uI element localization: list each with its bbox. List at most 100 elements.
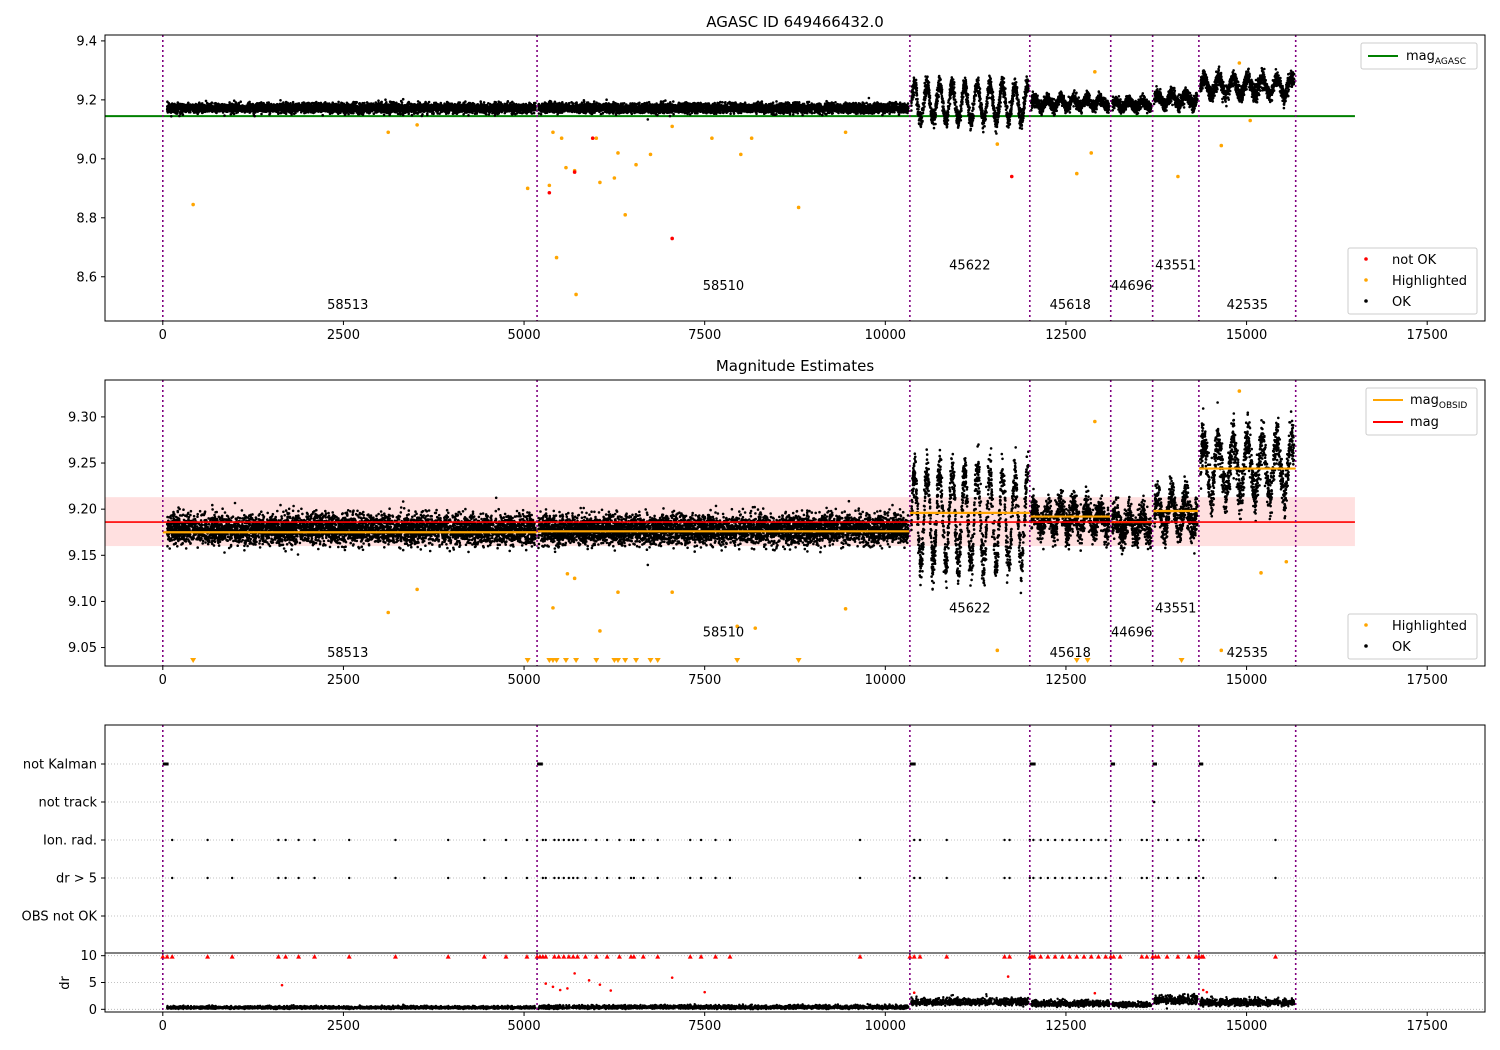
top-legend-lower: not OK Highlighted OK bbox=[1347, 247, 1478, 315]
top-highlighted-point bbox=[386, 130, 391, 135]
dr-clipped-marker bbox=[481, 954, 487, 959]
flag-dr5-mark bbox=[277, 876, 280, 880]
flag-dr5-mark bbox=[595, 876, 598, 880]
top-highlighted-point bbox=[551, 130, 555, 135]
legend-highlighted-label: Highlighted bbox=[1392, 619, 1467, 634]
dr-clipped-marker bbox=[1002, 954, 1008, 959]
legend-not-ok-marker bbox=[1364, 257, 1368, 261]
flag-ion-rad-mark bbox=[632, 838, 636, 842]
flags-category-label: Ion. rad. bbox=[43, 834, 97, 849]
top-obsid-label: 58510 bbox=[703, 279, 744, 294]
flag-dr5-mark bbox=[544, 876, 547, 880]
flag-dr5-mark bbox=[1118, 876, 1122, 880]
dr-plot-inner bbox=[160, 953, 1297, 1012]
dr-axis-label: dr bbox=[58, 976, 73, 990]
dr-ytick-label: 5 bbox=[89, 976, 97, 991]
dr-clipped-marker bbox=[346, 954, 352, 959]
flag-dr5-mark bbox=[584, 876, 587, 880]
top-highlighted-point bbox=[554, 255, 559, 260]
flag-ion-rad-mark bbox=[1090, 838, 1093, 842]
middle-highlighted-point bbox=[551, 606, 555, 610]
dr-clipped-marker bbox=[1111, 954, 1117, 959]
flag-ion-rad-mark bbox=[1032, 838, 1035, 842]
top-not-ok-point bbox=[572, 170, 577, 174]
middle-highlighted-point bbox=[386, 610, 391, 615]
flag-ion-rad-mark bbox=[656, 838, 659, 842]
flag-ion-rad-mark bbox=[1274, 838, 1277, 842]
dr-not-ok-point bbox=[573, 972, 576, 975]
dr-clipped-marker bbox=[1059, 954, 1065, 959]
flag-not-kalman-mark bbox=[537, 762, 543, 766]
flag-dr5-mark bbox=[1157, 876, 1160, 880]
flag-dr5-mark bbox=[945, 876, 948, 880]
flag-dr5-mark bbox=[656, 876, 659, 880]
top-highlighted-point bbox=[843, 130, 848, 135]
dr-clipped-marker bbox=[1186, 954, 1192, 959]
flag-ion-rad-mark bbox=[483, 838, 486, 842]
flag-dr5-mark bbox=[576, 876, 579, 880]
flag-ion-rad-mark bbox=[1039, 838, 1042, 842]
top-highlighted-point bbox=[749, 136, 754, 140]
dr-clipped-marker bbox=[275, 954, 281, 959]
flag-dr5-mark bbox=[230, 876, 234, 880]
top-highlighted-point bbox=[612, 176, 617, 180]
flag-ion-rad-mark bbox=[1003, 838, 1006, 842]
middle-highlighted-point bbox=[572, 576, 577, 581]
flag-dr5-mark bbox=[1194, 876, 1198, 880]
middle-clipped-marker bbox=[524, 658, 531, 663]
dr-clipped-marker bbox=[907, 954, 913, 959]
dr-ytick-label: 0 bbox=[89, 1003, 97, 1018]
dr-clipped-marker bbox=[655, 954, 661, 959]
middle-legend-lower: Highlighted OK bbox=[1347, 613, 1478, 660]
flag-ion-rad-mark bbox=[525, 838, 529, 842]
dr-not-ok-point bbox=[1201, 988, 1205, 992]
dr-clipped-marker bbox=[604, 954, 610, 959]
dr-not-ok-point bbox=[1205, 990, 1209, 994]
dr-clipped-marker bbox=[164, 954, 170, 959]
top-highlighted-point bbox=[634, 162, 638, 167]
dr-clipped-marker bbox=[1200, 954, 1206, 959]
top-ok-points bbox=[165, 65, 1296, 135]
dr-clipped-marker bbox=[556, 954, 562, 959]
middle-clipped-marker bbox=[795, 658, 802, 663]
dr-clipped-marker bbox=[296, 954, 302, 959]
middle-highlighted-point bbox=[616, 590, 620, 594]
dr-clipped-marker bbox=[713, 954, 719, 959]
middle-clipped-marker bbox=[1073, 658, 1080, 663]
top-highlighted-point bbox=[616, 151, 620, 155]
flags-category-label: not track bbox=[38, 796, 97, 811]
flag-ion-rad-mark bbox=[504, 838, 508, 842]
top-ytick-label: 8.8 bbox=[76, 211, 97, 226]
top-xtick-label: 2500 bbox=[327, 328, 360, 343]
flag-ion-rad-mark bbox=[313, 838, 316, 842]
legend-highlighted-marker bbox=[1364, 623, 1368, 627]
dr-plot-area: 0 2500 5000 7500 10000 12500 15000 17500 0 5 10 bbox=[80, 949, 1486, 1034]
dr-clipped-marker bbox=[575, 954, 581, 959]
flag-ion-rad-mark bbox=[557, 838, 560, 842]
dr-clipped-marker bbox=[698, 954, 704, 959]
top-highlighted-point bbox=[1248, 118, 1252, 123]
top-highlighted-point bbox=[415, 123, 419, 127]
top-highlighted-point bbox=[1176, 174, 1180, 179]
top-xtick-label: 7500 bbox=[688, 328, 721, 343]
flag-ion-rad-mark bbox=[562, 838, 565, 842]
flag-dr5-mark bbox=[1187, 876, 1190, 880]
dr-clipped-marker bbox=[640, 954, 646, 959]
dr-not-ok-point bbox=[703, 990, 706, 994]
middle-highlighted-point bbox=[565, 571, 570, 576]
flag-dr5-mark bbox=[504, 876, 508, 880]
dr-clipped-marker bbox=[857, 954, 863, 959]
dr-clipped-marker bbox=[687, 954, 693, 959]
middle-xtick-label: 0 bbox=[159, 673, 167, 688]
legend-box bbox=[1347, 247, 1478, 315]
flag-dr5-mark bbox=[1068, 876, 1071, 880]
top-highlighted-point bbox=[623, 213, 628, 217]
legend-box bbox=[1347, 613, 1478, 660]
flag-dr5-mark bbox=[605, 876, 609, 880]
middle-ytick-label: 9.10 bbox=[68, 595, 97, 610]
top-highlighted-point bbox=[1237, 61, 1242, 65]
top-highlighted-point bbox=[796, 205, 801, 210]
flag-dr5-mark bbox=[913, 876, 916, 880]
middle-obsid-label: 43551 bbox=[1155, 601, 1196, 616]
